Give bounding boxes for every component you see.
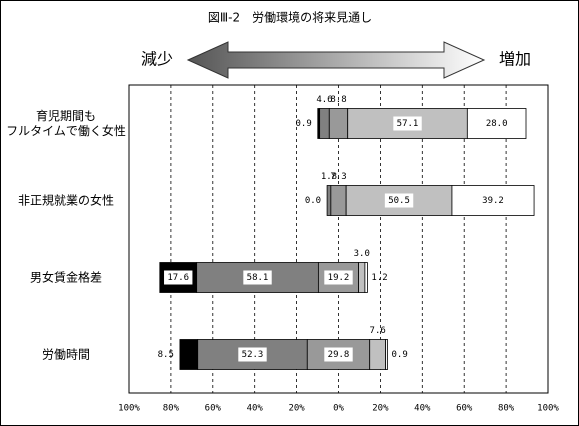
- y-tick-label: 育児期間もフルタイムで働く女性: [6, 108, 126, 138]
- value-label: 7.6: [370, 326, 386, 336]
- arrow-left-label: 減少: [141, 50, 173, 69]
- x-tick-label: 100%: [118, 404, 140, 414]
- direction-arrow: [186, 41, 486, 79]
- bar-segment: [358, 262, 366, 293]
- y-tick-label: 労働時間: [42, 347, 90, 361]
- value-label: 17.6: [167, 273, 189, 283]
- bar-segment: [328, 108, 349, 139]
- value-label: 52.3: [242, 350, 264, 360]
- value-label: 0.9: [392, 350, 408, 360]
- x-tick-label: 80%: [163, 404, 180, 414]
- bar-segment: [179, 339, 199, 370]
- value-label: 7.3: [330, 172, 346, 182]
- bar-segment: [369, 339, 387, 370]
- x-tick-label: 100%: [537, 404, 559, 414]
- y-tick-label: 非正規就業の女性: [18, 192, 114, 207]
- value-label-box: [324, 270, 353, 285]
- value-label-box: [164, 270, 193, 285]
- value-label: 8.5: [158, 350, 174, 360]
- value-label: 50.5: [388, 196, 410, 206]
- x-tick-label: 60%: [205, 404, 222, 414]
- value-label-box: [482, 116, 511, 131]
- value-label: 1.2: [371, 273, 387, 283]
- value-label-box: [243, 270, 272, 285]
- value-label: 4.6: [316, 95, 332, 105]
- chart-title: 図Ⅲ-2 労働環境の将来見通し: [208, 10, 372, 25]
- bar-segment: [196, 262, 319, 293]
- bar-segment: [385, 339, 388, 370]
- x-tick-label: 40%: [247, 404, 264, 414]
- value-label-box: [324, 347, 353, 362]
- value-label: 19.2: [328, 273, 350, 283]
- value-label-box: [384, 193, 414, 208]
- bar-segment: [326, 185, 332, 216]
- x-tick-label: 20%: [288, 404, 305, 414]
- x-tick-label: 40%: [414, 404, 431, 414]
- x-tick-label: 20%: [372, 404, 389, 414]
- value-label: 28.0: [486, 119, 508, 129]
- bar-segment: [330, 185, 347, 216]
- value-label: 39.2: [482, 196, 504, 206]
- value-label-box: [393, 116, 422, 131]
- x-tick-label: 80%: [498, 404, 515, 414]
- value-label: 58.1: [247, 273, 269, 283]
- arrow-right-label: 増加: [499, 50, 531, 69]
- y-tick-label: 男女賃金格差: [30, 269, 102, 284]
- x-tick-label: 0%: [333, 404, 344, 414]
- value-label: 8.8: [330, 95, 346, 105]
- value-label: 0.9: [295, 119, 311, 129]
- value-label: 0.0: [305, 196, 321, 206]
- value-label-box: [238, 347, 267, 362]
- value-label-box: [478, 193, 508, 208]
- value-label: 3.0: [354, 249, 370, 259]
- bar-segment: [319, 108, 330, 139]
- value-label: 1.8: [321, 172, 337, 182]
- bar-segment: [364, 262, 368, 293]
- x-tick-label: 60%: [456, 404, 473, 414]
- value-label: 29.8: [328, 350, 350, 360]
- value-label: 57.1: [397, 119, 419, 129]
